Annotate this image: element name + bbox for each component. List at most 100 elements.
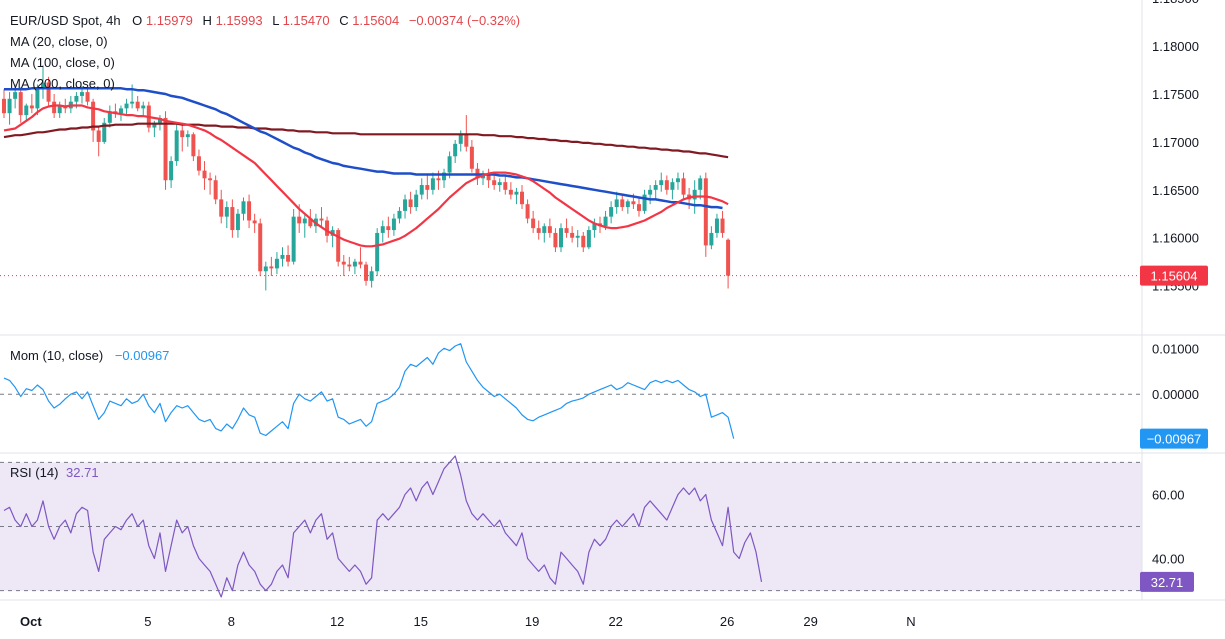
candle-down [96, 130, 101, 142]
mom-value-tag [1140, 428, 1208, 449]
candle-down [492, 180, 497, 186]
candle-down [91, 101, 96, 131]
time-tick-label: Oct [20, 614, 42, 629]
ma100-legend[interactable]: MA (100, close, 0) [10, 55, 115, 70]
close-value: 1.15604 [352, 13, 399, 28]
candle-down [547, 226, 552, 233]
momentum-group [0, 343, 1142, 439]
mom-tick-label: 0.00000 [1152, 387, 1199, 402]
mom-legend[interactable]: Mom (10, close) −0.00967 [10, 348, 169, 363]
change-value: −0.00374 (−0.32%) [409, 13, 520, 28]
rsi-group [0, 455, 1142, 598]
candle-up [614, 199, 619, 208]
symbol-label: EUR/USD Spot, 4h [10, 13, 121, 28]
ma20-legend[interactable]: MA (20, close, 0) [10, 34, 108, 49]
rsi-legend[interactable]: RSI (14) 32.71 [10, 465, 99, 480]
candle-up [263, 266, 268, 272]
candle-down [720, 218, 725, 233]
candle-down [486, 175, 491, 181]
candle-up [642, 194, 647, 211]
candle-down [386, 226, 391, 231]
candle-down [636, 204, 641, 211]
open-value: 1.15979 [146, 13, 193, 28]
candle-up [241, 201, 246, 214]
candle-down [570, 232, 575, 238]
candle-down [425, 185, 430, 190]
candle-down [247, 201, 252, 221]
candle-down [46, 82, 51, 102]
candle-down [364, 264, 369, 281]
candle-up [559, 228, 563, 248]
price-tick-label: 1.16500 [1152, 183, 1199, 198]
candle-up [430, 178, 435, 190]
time-tick-label: 5 [144, 614, 151, 629]
candle-down [469, 146, 474, 169]
candle-down [325, 220, 330, 236]
price-tick-label: 1.18500 [1152, 0, 1199, 6]
candle-down [581, 235, 586, 248]
candle-up [124, 103, 129, 109]
candle-up [102, 122, 107, 142]
candle-down [208, 178, 213, 181]
candle-up [458, 134, 463, 144]
price-tick-label: 1.17000 [1152, 135, 1199, 150]
candle-down [29, 105, 34, 109]
candle-up [659, 180, 664, 186]
candle-down [525, 204, 530, 219]
rsi-value-tag [1140, 571, 1194, 592]
candle-up [625, 201, 630, 208]
candle-up [709, 232, 714, 246]
candle-up [169, 161, 174, 181]
rsi-line [3, 455, 763, 598]
time-tick-label: 29 [803, 614, 817, 629]
time-tick-label: 12 [330, 614, 344, 629]
candle-down [196, 156, 201, 171]
candle-up [35, 89, 40, 109]
candle-down [503, 182, 508, 190]
ma200-line [3, 122, 729, 159]
candle-up [592, 223, 597, 231]
ma200-legend[interactable]: MA (200, close, 0) [10, 76, 115, 91]
candle-up [157, 117, 162, 123]
time-tick-label: 22 [608, 614, 622, 629]
candle-down [213, 180, 218, 200]
candle-up [74, 95, 79, 102]
time-tick-label: N [906, 614, 915, 629]
candle-down [726, 239, 731, 276]
candle-up [497, 182, 502, 186]
candle-down [230, 207, 235, 231]
candle-down [18, 92, 23, 116]
open-letter: O [132, 13, 142, 28]
high-letter: H [203, 13, 212, 28]
candle-down [52, 101, 57, 114]
last-price-tag [1140, 265, 1208, 286]
candle-up [174, 130, 179, 162]
time-tick-label: 8 [228, 614, 235, 629]
candle-up [24, 105, 29, 116]
candle-down [297, 216, 302, 224]
mom-value-label: −0.00967 [1147, 432, 1202, 447]
time-tick-label: 19 [525, 614, 539, 629]
rsi-tick-label: 40.00 [1152, 552, 1185, 567]
candle-up [609, 207, 614, 217]
candle-down [219, 199, 224, 217]
candle-up [118, 108, 123, 114]
candle-up [575, 235, 580, 238]
candle-down [536, 228, 541, 233]
ma20-line [3, 104, 729, 248]
rsi-legend-value: 32.71 [66, 465, 99, 480]
candle-up [185, 134, 190, 138]
candle-up [130, 101, 135, 104]
candle-up [514, 191, 519, 195]
candle-down [531, 218, 536, 229]
candle-up [13, 92, 18, 99]
candle-up [675, 178, 680, 183]
candle-up [107, 111, 112, 123]
candle-up [670, 182, 675, 190]
candle-down [436, 178, 441, 181]
candle-up [692, 189, 697, 200]
low-letter: L [272, 13, 279, 28]
candle-down [347, 264, 352, 267]
candle-down [703, 178, 708, 246]
